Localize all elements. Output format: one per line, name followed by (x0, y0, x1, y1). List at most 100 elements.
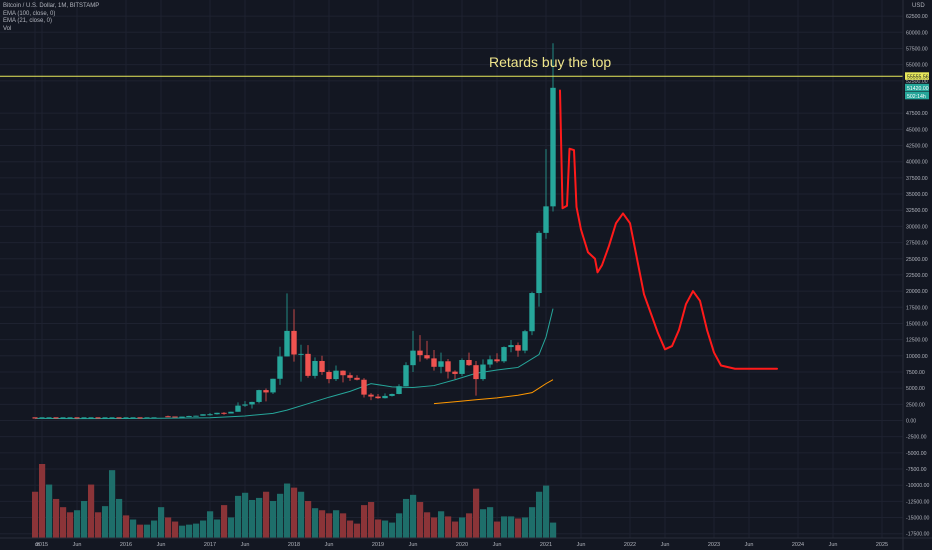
volume-bar (186, 524, 193, 538)
candle-body (354, 377, 360, 380)
x-tick-label: Jun (409, 542, 418, 548)
y-tick-label: 2500.00 (906, 402, 925, 408)
y-tick-label: 40000.00 (906, 160, 928, 166)
y-tick-label: 35000.00 (906, 192, 928, 198)
candle-body (249, 401, 255, 405)
y-tick-label: 20000.00 (906, 289, 928, 295)
candle-body (102, 417, 108, 419)
candle-body (326, 371, 332, 380)
volume-bar (46, 484, 53, 538)
y-tick-label: -10000.00 (906, 483, 929, 489)
volume-bar (32, 491, 39, 538)
y-tick-label: 47500.00 (906, 111, 928, 117)
volume-bar (102, 506, 109, 538)
volume-bar (60, 507, 67, 538)
volume-bar (284, 483, 291, 538)
candle-body (242, 404, 248, 406)
volume-bar (270, 501, 277, 538)
candle-body (347, 375, 353, 378)
annotation-text[interactable]: Retards buy the top (489, 54, 612, 70)
candle-body (466, 360, 472, 366)
volume-bar (424, 512, 431, 538)
candle-body (263, 390, 269, 393)
line-price-tag: 55555.56 (907, 74, 929, 80)
volume-bar (298, 491, 305, 538)
y-tick-label: 17500.00 (906, 305, 928, 311)
candle-body (529, 293, 535, 332)
x-tick-label: Jun (661, 542, 670, 548)
volume-bar (137, 524, 144, 538)
candle-body (284, 330, 290, 357)
x-tick-label: 2023 (708, 542, 720, 548)
ema21-series (433, 379, 554, 405)
chart-legend: Bitcoin / U.S. Dollar, 1M, BITSTAMP EMA … (3, 3, 99, 33)
volume-bar (361, 505, 368, 538)
volume-bar (39, 464, 46, 538)
y-tick-label: 55000.00 (906, 63, 928, 69)
candle-body (389, 393, 395, 396)
countdown-tag-bg (905, 91, 929, 100)
candle-body (130, 417, 136, 419)
volume-bar (487, 507, 494, 538)
candle-body (123, 417, 129, 419)
y-tick-label: 57500.00 (906, 46, 928, 52)
candle-body (305, 353, 311, 376)
volume-bar (116, 498, 123, 538)
volume-bar (550, 522, 557, 538)
volume-bar (529, 507, 536, 538)
volume-legend[interactable]: Vol (3, 25, 12, 32)
volume-bar (158, 507, 165, 538)
candle-body (235, 405, 241, 412)
candle-body (277, 356, 283, 379)
x-tick-label: Jun (73, 542, 82, 548)
grid (0, 0, 903, 538)
candle-body (396, 386, 402, 394)
y-tick-label: 12500.00 (906, 338, 928, 344)
x-tick-label: 2017 (204, 542, 216, 548)
volume-bar (74, 510, 81, 538)
volume-bar (130, 519, 137, 538)
candle-body (228, 411, 234, 414)
candle-body (403, 365, 409, 387)
candle-body (116, 417, 122, 419)
volume-bar (123, 515, 130, 538)
volume-bar (508, 516, 515, 538)
volume-bar (431, 517, 438, 538)
ema21-legend[interactable]: EMA (21, close, 0) (3, 18, 53, 25)
volume-bar (221, 505, 228, 538)
volume-bar (543, 485, 550, 538)
candle-body (200, 414, 206, 416)
symbol-title[interactable]: Bitcoin / U.S. Dollar, 1M, BITSTAMP (3, 3, 100, 9)
x-tick-label: 2020 (456, 542, 468, 548)
candle-body (67, 417, 73, 419)
ema100-legend[interactable]: EMA (100, close, 0) (3, 10, 56, 17)
y-tick-label: -2500.00 (906, 435, 927, 441)
volume-bar (305, 501, 312, 538)
volume-bar (410, 494, 417, 538)
candle-body (60, 417, 66, 419)
x-tick-label: 2019 (372, 542, 384, 548)
candle-body (333, 370, 339, 380)
y-tick-label: 25000.00 (906, 257, 928, 263)
volume-bar (53, 498, 60, 538)
x-tick-label: m (35, 542, 40, 548)
candle-body (53, 417, 59, 419)
volume-bar (214, 519, 221, 538)
y-tick-label: 45000.00 (906, 127, 928, 133)
candle-body (137, 417, 143, 419)
volume-bar (466, 513, 473, 538)
candle-body (109, 417, 115, 419)
candle-body (319, 360, 325, 372)
x-tick-label: Jun (325, 542, 334, 548)
volume-bar (445, 516, 452, 538)
volume-bar (256, 497, 263, 538)
volume-bar (277, 493, 284, 538)
candle-body (144, 417, 150, 419)
volume-bar (452, 521, 459, 538)
projection-path[interactable] (559, 89, 778, 370)
volume-bar (249, 499, 256, 538)
volume-bar (396, 513, 403, 538)
volume-bar (312, 508, 319, 538)
